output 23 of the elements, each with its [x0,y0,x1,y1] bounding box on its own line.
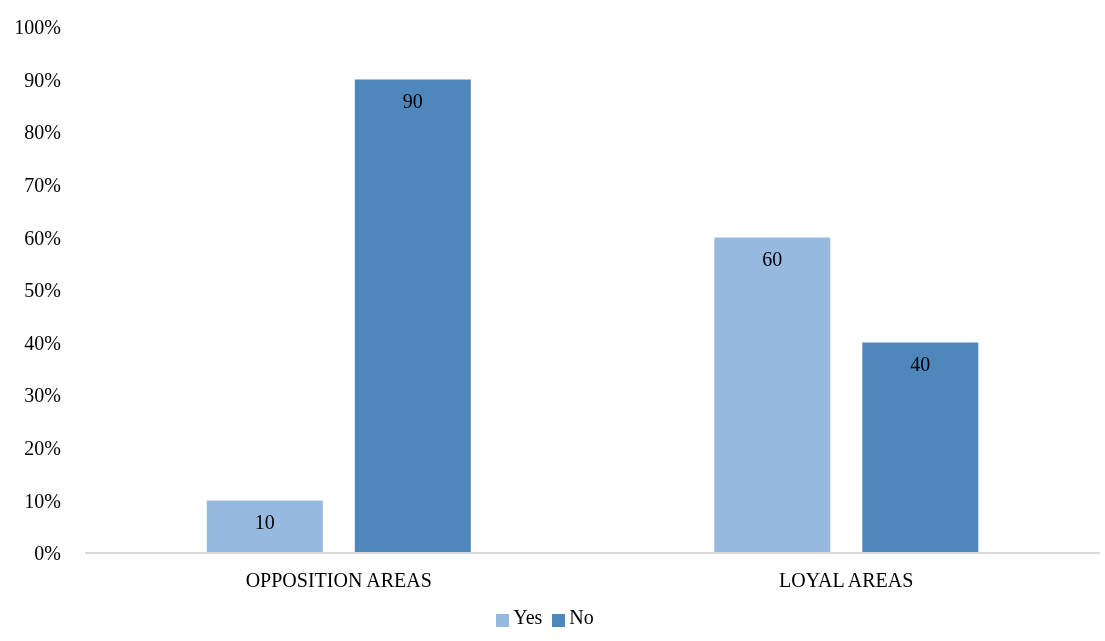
x-tick-label: OPPOSITION AREAS [245,569,432,592]
data-label: 10 [254,510,275,533]
bar [862,342,979,553]
y-tick-label: 70% [24,173,61,196]
bar [354,79,471,553]
y-tick-label: 100% [14,16,61,39]
y-tick-label: 0% [34,542,61,565]
legend-label: Yes [513,606,543,628]
y-tick-label: 30% [24,384,61,407]
bar [206,500,323,553]
legend-label: No [569,606,594,628]
y-tick-label: 10% [24,489,61,512]
data-label: 90 [402,89,423,112]
bar [714,237,831,553]
y-tick-label: 20% [24,436,61,459]
y-tick-label: 50% [24,279,61,302]
data-label: 40 [910,352,931,375]
x-tick-label: LOYAL AREAS [779,569,914,592]
y-tick-label: 60% [24,226,61,249]
y-tick-label: 90% [24,68,61,91]
y-tick-label: 40% [24,331,61,354]
data-label: 60 [762,247,783,270]
y-tick-label: 80% [24,121,61,144]
